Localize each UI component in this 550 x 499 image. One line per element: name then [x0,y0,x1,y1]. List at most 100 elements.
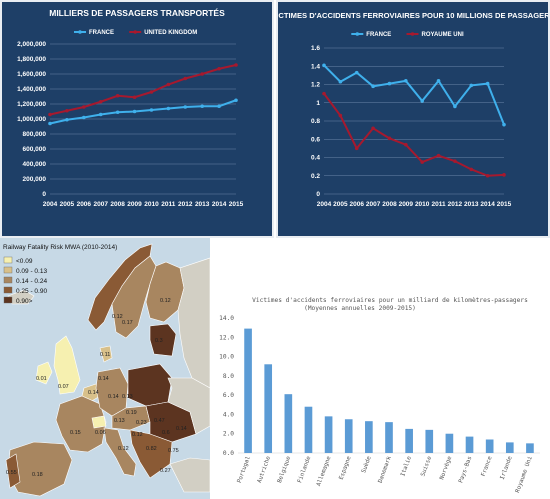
bar [304,406,313,453]
y-tick-label: 0.4 [311,155,320,162]
x-tick-label: 2004 [43,201,58,208]
x-tick-label: Espagne [339,455,353,480]
data-point [115,93,120,98]
x-tick-label: Danemark [378,455,393,484]
map-label-serbia: 0.82 [146,446,157,452]
map-label-germany: 0.14 [108,394,119,400]
y-tick-label: 0.2 [311,173,320,180]
x-tick-label: 2015 [229,201,244,208]
bar [385,422,393,453]
data-point [338,113,343,118]
map-label-switzerland: 0.06 [95,430,106,436]
data-point [420,99,424,103]
map-label-moldova: 0.14 [176,426,187,432]
map-label-bulgaria: 0.75 [168,448,179,454]
x-tick-label: 2005 [333,201,348,208]
y-tick-label: 200,000 [23,176,47,183]
map-label-croatia: 0.12 [132,432,143,438]
y-tick-label: 800,000 [23,131,47,138]
map-label-czech: 0.13 [122,394,133,400]
data-point [485,81,490,86]
x-tick-label: Belgique [277,455,292,484]
map-label-benelux: 0.14 [88,390,99,396]
bar-chart-title: Victimes d'accidents ferroviaires pour u… [252,296,528,304]
x-tick-label: Pays-Bas [458,456,473,484]
data-point [132,95,137,100]
map-label-france: 0.15 [70,430,81,436]
x-tick-label: Allemagne [316,455,333,487]
data-point [404,142,408,147]
y-tick-label: 6.0 [223,392,234,399]
passengers-chart-panel: MILLIERS DE PASSAGERS TRANSPORTÉS FRANCE… [0,0,274,238]
x-tick-label: 2005 [60,201,75,208]
y-tick-label: 0.6 [311,136,320,143]
map-value-labels: 0.12 0.12 0.17 0.3 0.01 0.07 0.11 0.14 0… [6,298,187,478]
x-tick-label: 2008 [382,201,397,208]
x-tick-label: 2009 [127,201,142,208]
y-tick-label: 1,600,000 [17,71,46,78]
data-point [436,79,441,83]
data-point [453,159,457,163]
data-point [183,105,188,109]
legend-marker-dot [355,32,360,36]
data-point [453,104,457,109]
x-tick-label: 2011 [431,201,445,208]
data-point [354,146,359,151]
bar [505,442,514,453]
map-title: Railway Fatality Risk MWA (2010-2014) [3,244,117,251]
bar [284,394,293,453]
x-tick-label: Irlande [500,455,514,480]
legend-swatch-1 [3,256,13,264]
fatalities-chart-panel: VICTIMES D'ACCIDENTS FERROVIAIRES POUR 1… [276,0,550,238]
x-tick-label: 2013 [195,201,210,208]
x-tick-label: 2004 [317,201,332,208]
legend-label-1: <0.09 [16,258,33,265]
x-tick-label: 2007 [366,201,381,208]
map-label-denmark: 0.11 [100,352,110,358]
passengers-line-chart: MILLIERS DE PASSAGERS TRANSPORTÉS FRANCE… [17,8,244,208]
legend-marker-dot [133,30,137,34]
legend-label-5: 0.90> [16,298,33,305]
bar-chart-subtitle: (Moyennes annuelles 2009-2015) [304,305,416,312]
legend-swatch-5 [3,296,13,304]
map-label-finland: 0.12 [160,298,171,304]
data-point [234,98,238,103]
data-point [166,82,171,87]
data-point [322,63,326,68]
data-point [115,110,120,115]
bar [465,436,474,453]
legend-label-1: FRANCE [89,30,114,36]
fatalities-bar-chart: Victimes d'accidents ferroviaires pour u… [219,296,540,494]
legend-label-2: 0.09 - 0.13 [16,268,47,275]
fatalities-chart-title: VICTIMES D'ACCIDENTS FERROVIAIRES POUR 1… [278,11,548,20]
map-label-austria: 0.19 [126,410,137,416]
x-tick-label: 2014 [212,201,227,208]
legend-swatch-3 [3,276,13,284]
legend-label-4: 0.25 - 0.90 [16,288,47,295]
bar [425,429,434,453]
bar [244,328,252,453]
data-point [371,84,375,89]
x-tick-label: 2010 [144,201,159,208]
y-tick-label: 0.8 [311,118,320,125]
x-tick-label: 2008 [110,201,125,208]
x-tick-label: Portugal [237,456,252,484]
data-point [469,83,474,88]
x-tick-label: Suède [360,455,373,474]
x-tick-label: 2007 [93,201,108,208]
x-tick-label: 2011 [161,201,175,208]
data-point [200,104,204,109]
bar [445,433,454,453]
data-point [65,117,69,122]
y-tick-label: 1.4 [311,63,320,70]
data-point [166,106,171,111]
y-tick-label: 0.0 [223,450,234,457]
map-label-hungary: 0.23 [136,420,147,426]
series-line-1 [49,99,237,125]
map-label-spain: 0.18 [32,472,43,478]
y-tick-label: 400,000 [23,161,47,168]
data-point [98,112,103,117]
data-point [132,109,137,114]
data-point [217,104,221,109]
data-point [387,81,392,86]
